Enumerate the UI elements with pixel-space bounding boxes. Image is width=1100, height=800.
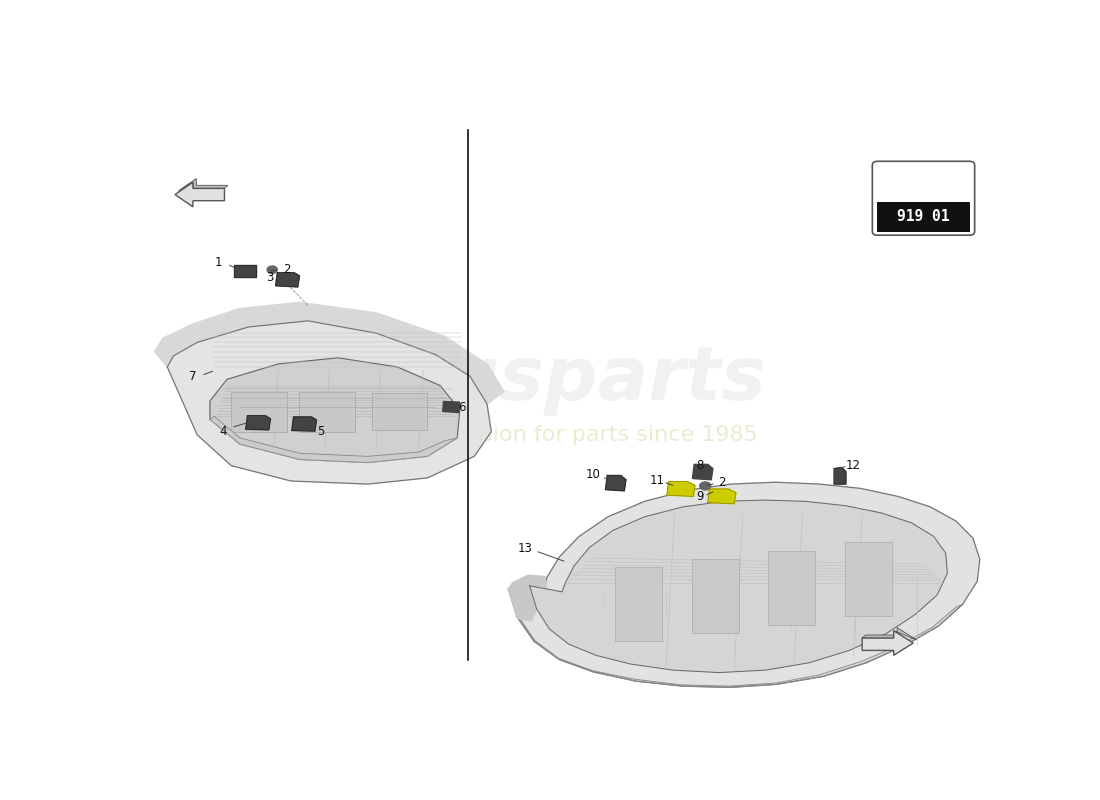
Polygon shape <box>210 358 460 462</box>
Text: 3: 3 <box>266 271 273 284</box>
Text: 10: 10 <box>586 468 601 482</box>
Polygon shape <box>175 182 224 207</box>
Polygon shape <box>862 630 913 655</box>
FancyBboxPatch shape <box>872 162 975 235</box>
Text: 2: 2 <box>717 476 725 489</box>
Polygon shape <box>442 402 460 413</box>
FancyBboxPatch shape <box>615 567 662 641</box>
Polygon shape <box>210 416 458 462</box>
FancyBboxPatch shape <box>231 392 287 432</box>
Text: 4: 4 <box>219 426 227 438</box>
Polygon shape <box>154 302 504 404</box>
Text: 6: 6 <box>458 401 465 414</box>
FancyBboxPatch shape <box>768 550 815 625</box>
Text: 919 01: 919 01 <box>898 210 949 224</box>
Polygon shape <box>530 500 947 673</box>
Polygon shape <box>245 416 271 430</box>
Text: 13: 13 <box>518 542 532 555</box>
Polygon shape <box>878 202 969 231</box>
Text: a passion for parts since 1985: a passion for parts since 1985 <box>421 425 758 445</box>
Text: 2: 2 <box>283 263 290 276</box>
Polygon shape <box>517 604 962 687</box>
Text: 7: 7 <box>189 370 197 382</box>
Text: eusparts: eusparts <box>395 343 767 416</box>
Polygon shape <box>292 417 317 431</box>
Polygon shape <box>276 273 299 287</box>
Polygon shape <box>834 467 846 484</box>
Text: 8: 8 <box>696 459 704 472</box>
Text: 9: 9 <box>696 490 704 503</box>
Polygon shape <box>862 628 916 640</box>
Text: 5: 5 <box>317 426 324 438</box>
Polygon shape <box>605 475 626 491</box>
Polygon shape <box>508 575 547 621</box>
FancyBboxPatch shape <box>845 542 892 616</box>
Text: 12: 12 <box>846 459 861 472</box>
Text: 11: 11 <box>650 474 666 487</box>
Polygon shape <box>508 482 980 687</box>
FancyBboxPatch shape <box>692 559 738 633</box>
Polygon shape <box>707 489 736 504</box>
Polygon shape <box>693 464 713 480</box>
Circle shape <box>267 266 277 274</box>
Polygon shape <box>667 482 695 496</box>
Circle shape <box>700 482 711 490</box>
FancyBboxPatch shape <box>372 393 427 430</box>
Text: 1: 1 <box>214 256 222 269</box>
Polygon shape <box>167 321 492 484</box>
Polygon shape <box>234 266 256 277</box>
Polygon shape <box>178 178 228 191</box>
FancyBboxPatch shape <box>299 392 355 432</box>
